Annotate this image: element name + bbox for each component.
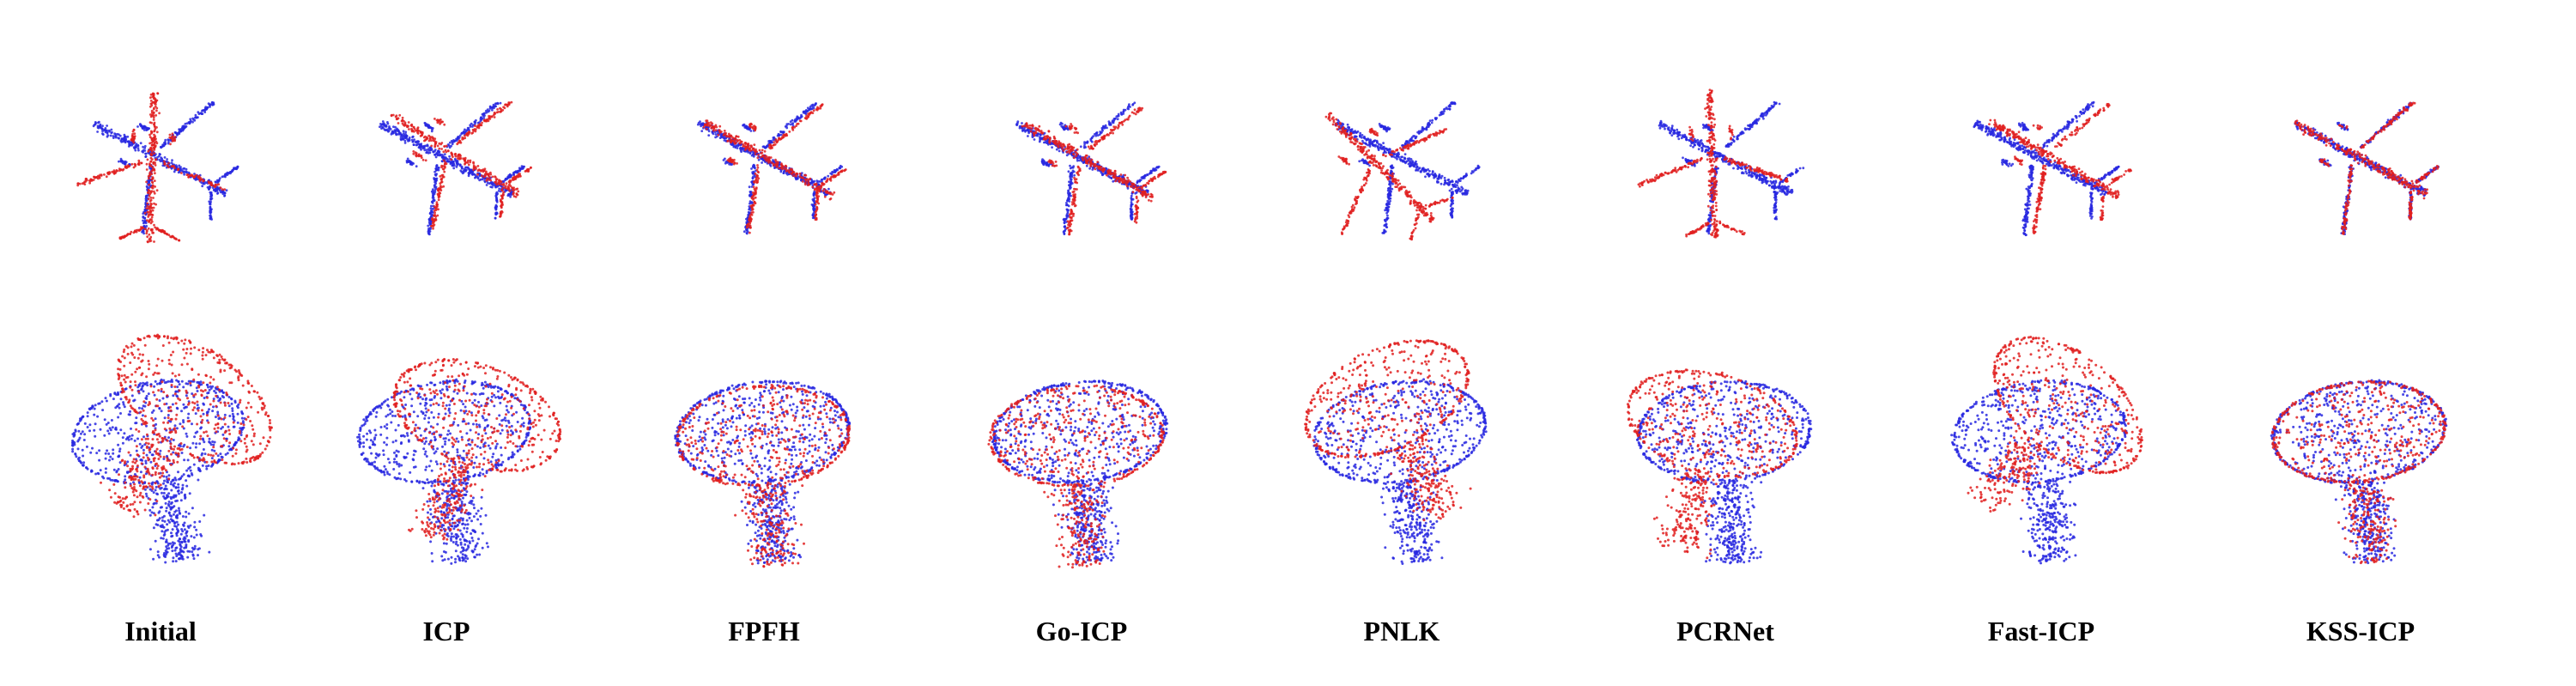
toilet-panel-2 <box>356 357 562 565</box>
method-label-initial: Initial <box>6 601 315 661</box>
airplane-panel-8 <box>2294 101 2440 235</box>
airplane-panel-1 <box>76 92 239 244</box>
toilet-panel-3 <box>674 379 852 568</box>
airplane-panel-4 <box>1015 101 1167 236</box>
toilet-panel-4 <box>987 379 1169 569</box>
method-labels: Initial ICP FPFH Go-ICP PNLK PCRNet Fast… <box>0 601 2576 661</box>
method-label-pnlk: PNLK <box>1247 601 1556 661</box>
airplane-panel-6 <box>1637 88 1805 239</box>
airplane-panel-3 <box>696 102 847 235</box>
method-label-fpfh: FPFH <box>609 601 918 661</box>
method-label-fast-icp: Fast-ICP <box>1887 601 2196 661</box>
method-label-icp: ICP <box>292 601 601 661</box>
airplane-panel-5 <box>1324 101 1481 241</box>
airplane-panel-7 <box>1973 100 2132 237</box>
toilet-panel-6 <box>1627 368 1813 565</box>
toilet-panel-1 <box>70 333 273 564</box>
airplane-panel-2 <box>379 100 532 236</box>
toilet-panel-5 <box>1304 339 1488 565</box>
method-label-go-icp: Go-ICP <box>927 601 1236 661</box>
method-label-kss-icp: KSS-ICP <box>2206 601 2515 661</box>
toilet-panel-8 <box>2270 379 2448 565</box>
method-label-pcrnet: PCRNet <box>1571 601 1880 661</box>
toilet-panel-7 <box>1950 336 2143 565</box>
